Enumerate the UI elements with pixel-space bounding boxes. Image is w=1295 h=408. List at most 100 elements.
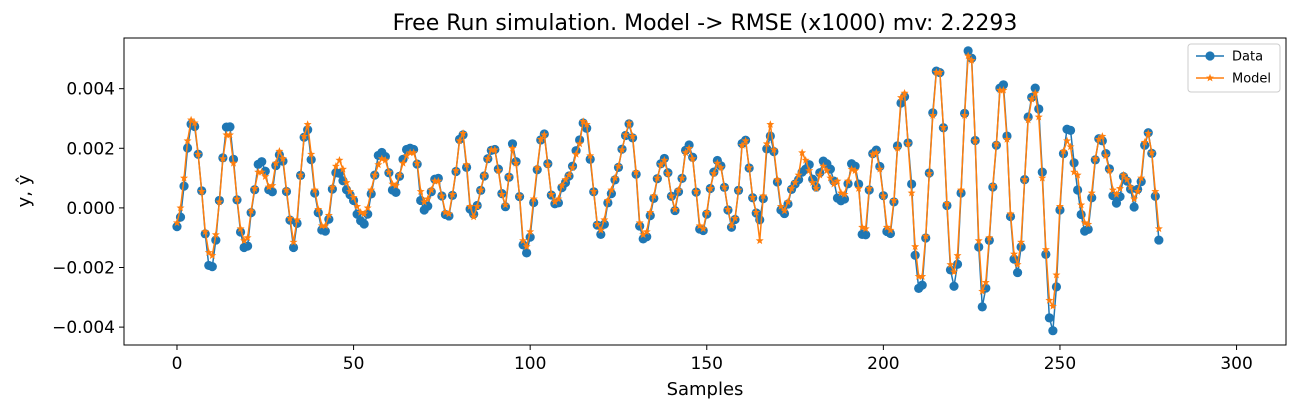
model-line: [176, 55, 1160, 307]
model-point: [607, 185, 616, 194]
model-point: [974, 236, 983, 245]
model-point: [780, 206, 789, 215]
model-point: [865, 184, 874, 192]
model-point: [660, 156, 669, 164]
model-point: [1116, 184, 1124, 192]
model-point: [423, 194, 432, 203]
model-point: [225, 130, 234, 139]
model-point: [1006, 209, 1015, 218]
model-point: [321, 221, 330, 230]
model-point: [808, 178, 817, 186]
model-point: [1070, 167, 1079, 176]
model-point: [1055, 202, 1064, 210]
model-point: [211, 230, 220, 239]
x-tick-label: 50: [343, 354, 365, 374]
model-point: [1087, 188, 1096, 197]
model-point: [504, 172, 513, 180]
model-point: [473, 202, 482, 210]
model-point: [646, 208, 655, 216]
model-point: [911, 242, 920, 251]
model-point: [282, 185, 291, 194]
model-point: [741, 136, 750, 145]
model-point: [233, 194, 242, 203]
model-point: [565, 170, 574, 179]
data-point: [522, 248, 532, 258]
model-point: [512, 158, 521, 167]
model-point: [215, 197, 224, 206]
model-point: [1052, 270, 1061, 279]
model-point: [399, 158, 408, 167]
model-point: [985, 233, 994, 242]
legend-data-marker: [1205, 51, 1215, 61]
legend-model-marker: [1206, 73, 1214, 82]
model-point: [515, 191, 524, 200]
model-point: [1048, 302, 1057, 310]
model-point: [303, 120, 312, 128]
data-point: [949, 281, 959, 291]
x-tick-label: 250: [1044, 354, 1076, 374]
y-axis: −0.004 −0.002 0.000 0.002 0.004: [52, 80, 124, 338]
model-point: [699, 224, 708, 233]
model-point: [649, 191, 658, 200]
model-point: [201, 227, 210, 236]
model-point: [784, 197, 792, 206]
model-point: [395, 170, 404, 179]
model-point: [1073, 170, 1082, 179]
model-point: [278, 154, 287, 163]
data-point: [1069, 158, 1079, 168]
model-point: [904, 139, 913, 148]
model-point: [331, 161, 340, 170]
model-point: [787, 184, 796, 192]
model-point: [628, 132, 637, 140]
y-tick-label: −0.004: [52, 318, 115, 338]
model-point: [222, 130, 231, 139]
model-point: [374, 160, 383, 169]
model-point: [759, 191, 768, 200]
model-point: [713, 158, 722, 167]
data-point: [861, 230, 871, 240]
legend-items: Data Model: [1196, 50, 1271, 87]
model-point: [194, 150, 203, 158]
model-point: [1140, 138, 1149, 146]
model-point: [928, 111, 937, 119]
model-point: [688, 154, 697, 163]
model-point: [992, 139, 1001, 148]
data-point: [1154, 235, 1164, 245]
model-point: [494, 166, 503, 175]
model-point: [441, 208, 450, 216]
model-point: [356, 208, 365, 216]
model-point: [1108, 185, 1117, 194]
model-point: [981, 278, 990, 286]
legend-model-label: Model: [1232, 72, 1271, 87]
model-point: [801, 156, 810, 164]
model-point: [907, 188, 916, 197]
data-point: [1083, 224, 1093, 234]
model-point: [618, 145, 626, 154]
model-point: [882, 223, 891, 231]
model-point: [1013, 260, 1022, 268]
model-point: [720, 182, 729, 191]
model-point: [367, 185, 376, 194]
data-point: [172, 222, 182, 232]
data-point: [225, 122, 235, 132]
model-point: [557, 181, 566, 189]
model-point: [731, 214, 740, 222]
model-point: [296, 170, 305, 179]
data-point: [596, 229, 606, 240]
model-point: [819, 161, 828, 170]
data-point: [257, 157, 267, 167]
model-point: [413, 158, 422, 167]
model-point: [935, 68, 944, 76]
model-point: [642, 227, 651, 236]
model-point: [190, 118, 199, 127]
model-point: [692, 187, 701, 195]
model-point: [543, 160, 552, 169]
model-point: [519, 236, 528, 245]
model-point: [603, 196, 612, 204]
model-point: [349, 193, 358, 201]
model-point: [875, 164, 884, 173]
data-point: [243, 241, 253, 251]
model-point: [1059, 147, 1068, 155]
model-point: [271, 158, 280, 167]
model-point: [286, 214, 294, 222]
